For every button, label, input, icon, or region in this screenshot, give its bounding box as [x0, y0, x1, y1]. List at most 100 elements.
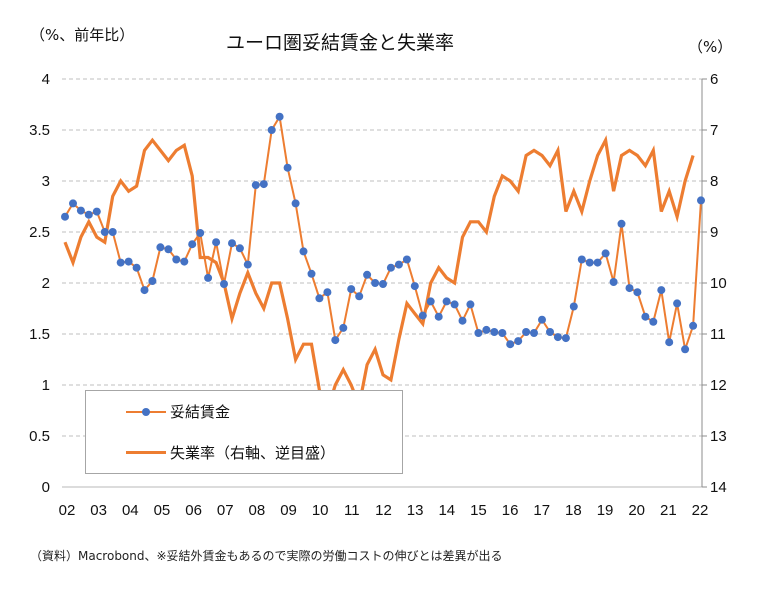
wages-data-point [228, 239, 236, 248]
legend-swatch-wages [126, 405, 166, 419]
x-axis-tick-label: 10 [312, 502, 329, 519]
right-axis-unit-label: （%） [688, 38, 733, 56]
wages-data-point [394, 260, 403, 269]
wages-data-point [681, 345, 690, 354]
x-axis-tick-label: 07 [217, 502, 234, 519]
x-axis-tick-label: 09 [280, 502, 297, 519]
wages-data-point [156, 243, 165, 252]
wages-data-point [474, 329, 483, 337]
right-axis-tick-label: 8 [710, 173, 718, 190]
wages-data-point [251, 181, 260, 190]
x-axis-ticks: 02 03 04 05 06 07 08 09 10 11 12 13 14 15 16 17 18 19 20 21… [59, 502, 709, 519]
wages-data-point [116, 258, 125, 267]
wages-data-point [601, 249, 610, 258]
right-axis-tick-label: 14 [710, 479, 727, 496]
wages-data-point [530, 329, 538, 337]
marker-icon [142, 407, 150, 416]
wages-data-point [434, 312, 443, 321]
wages-data-point [442, 297, 451, 306]
source-note: （資料）Macrobond、※妥結外賃金もあるので実際の労働コストの伸びとは差異… [30, 549, 503, 563]
wages-data-point [315, 294, 324, 303]
wages-data-point [371, 279, 380, 287]
wages-data-point [689, 321, 698, 330]
wages-data-point [61, 212, 69, 221]
left-axis-unit-label: （%、前年比） [30, 26, 135, 44]
wages-data-point [577, 255, 586, 264]
right-axis-tick-label: 12 [710, 377, 727, 394]
left-axis-tick-label: 2.5 [29, 224, 50, 241]
wages-data-point [69, 199, 77, 208]
series-unemployment-line [63, 135, 695, 416]
x-axis-tick-label: 18 [565, 502, 582, 519]
wages-data-point [657, 286, 666, 295]
wages-data-point [259, 180, 268, 189]
wages-data-point [561, 334, 570, 343]
wages-data-point [506, 340, 515, 349]
wages-data-point [196, 229, 205, 237]
wages-data-point [220, 280, 228, 288]
wages-data-point [108, 228, 117, 236]
wages-data-point [291, 199, 300, 208]
x-axis-tick-label: 03 [90, 502, 107, 519]
wages-data-point [339, 323, 348, 332]
legend-swatch-unemployment [126, 446, 166, 460]
wages-data-point [379, 280, 387, 288]
x-axis-tick-label: 19 [597, 502, 614, 519]
legend-item-unemployment: 失業率（右軸、逆目盛） [126, 442, 335, 463]
x-axis-tick-label: 06 [185, 502, 202, 519]
wages-data-point [132, 263, 141, 272]
wages-data-point [546, 328, 554, 336]
left-axis-tick-label: 2 [42, 275, 50, 292]
wages-data-point [617, 219, 626, 228]
x-axis-tick-label: 08 [249, 502, 266, 519]
wages-data-point [625, 284, 634, 293]
wages-data-point [84, 210, 93, 219]
wages-data-point [323, 288, 332, 297]
left-axis-tick-label: 0.5 [29, 428, 50, 445]
x-axis-tick-label: 20 [628, 502, 645, 519]
wages-data-point [92, 207, 101, 216]
left-axis-tick-label: 3.5 [29, 122, 50, 139]
left-axis-ticks: 0 0.5 1 1.5 2 2.5 3 3.5 4 [29, 71, 50, 496]
wages-data-point [235, 244, 244, 253]
wages-data-point [569, 302, 578, 311]
wages-data-point [498, 329, 507, 337]
x-axis-tick-label: 16 [502, 502, 519, 519]
series-group [61, 112, 705, 416]
wages-data-point [267, 126, 276, 134]
x-axis-tick-label: 21 [660, 502, 677, 519]
right-axis-tick-label: 9 [710, 224, 718, 241]
x-axis-tick-label: 04 [122, 502, 139, 519]
wages-data-point [410, 282, 419, 291]
legend-label-wages: 妥結賃金 [170, 403, 231, 421]
x-axis-tick-label: 22 [692, 502, 709, 519]
wages-data-point [450, 300, 459, 309]
x-axis-tick-label: 13 [407, 502, 424, 519]
wages-data-point [275, 112, 284, 121]
left-axis-tick-label: 3 [42, 173, 50, 190]
wages-data-point [665, 338, 674, 347]
wages-data-point [204, 273, 213, 282]
wages-data-point [458, 316, 467, 325]
wages-data-point [673, 299, 682, 308]
wages-data-point [386, 263, 395, 272]
wages-data-point [299, 247, 308, 256]
wages-data-point [148, 277, 157, 285]
right-axis-tick-label: 13 [710, 428, 727, 445]
left-axis-tick-label: 4 [42, 71, 50, 88]
wages-data-point [482, 325, 491, 334]
wages-data-point [283, 163, 292, 172]
x-axis-tick-label: 11 [344, 502, 360, 519]
wages-data-point [490, 328, 499, 336]
legend-label-unemployment: 失業率（右軸、逆目盛） [170, 444, 336, 462]
wages-data-point [188, 240, 197, 249]
right-axis-ticks: 6 7 8 9 10 11 12 13 14 [702, 71, 727, 496]
wages-data-point [697, 196, 705, 205]
wages-data-point [522, 328, 531, 336]
wages-data-point [585, 258, 594, 267]
wages-data-point [466, 300, 475, 309]
wages-data-point [100, 228, 109, 236]
left-axis-tick-label: 0 [42, 479, 50, 496]
right-axis-tick-label: 6 [710, 71, 718, 88]
